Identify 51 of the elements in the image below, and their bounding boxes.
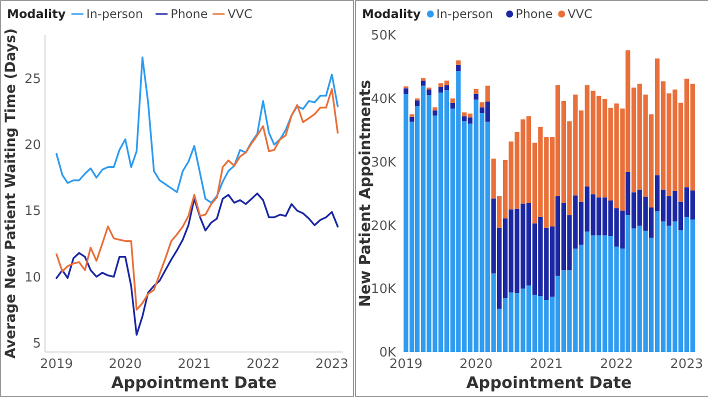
legend-title: Modality	[7, 7, 66, 21]
line-series	[56, 192, 339, 336]
line-series	[56, 56, 339, 204]
x-tick-label: 2023	[670, 357, 704, 372]
bar	[432, 110, 438, 116]
x-tick-label: 2020	[108, 357, 142, 372]
x-tick-label: 2022	[246, 357, 280, 372]
y-tick-label: 10	[24, 270, 41, 286]
y-tick-label: 50K	[370, 28, 396, 44]
bar	[432, 107, 438, 110]
legend-label: VVC	[568, 7, 592, 21]
legend-label: Phone	[170, 7, 208, 21]
bar	[485, 86, 490, 102]
y-tick-label: 15	[24, 204, 41, 220]
y-tick-label: 40K	[370, 92, 396, 107]
y-tick-label: 5	[32, 336, 41, 352]
y-tick-label: 10K	[370, 282, 396, 298]
x-tick-label: 2019	[389, 357, 423, 372]
bar	[410, 114, 414, 117]
legend-label: VVC	[228, 7, 252, 21]
bar	[450, 98, 455, 103]
y-tick-label: 30K	[370, 155, 396, 170]
bar	[420, 78, 426, 81]
x-axis-title: Appointment Date	[111, 373, 277, 392]
legend-title: Modality	[362, 7, 421, 21]
bar	[420, 80, 426, 86]
x-tick-label: 2023	[315, 357, 348, 372]
bar	[456, 64, 461, 72]
x-tick-label: 2022	[600, 357, 634, 372]
y-tick-label: 20K	[370, 218, 396, 234]
bar	[474, 88, 478, 94]
legend-label: Phone	[516, 7, 553, 21]
legend-label: In-person	[436, 7, 494, 21]
bar	[480, 102, 484, 108]
y-axis-title: Average New Patient Waiting Time (Days)	[3, 28, 19, 359]
bar	[474, 94, 478, 100]
bar	[414, 100, 420, 106]
bar	[450, 102, 455, 109]
x-tick-label: 2021	[530, 357, 563, 372]
y-tick-label: 25	[24, 72, 41, 88]
bar	[410, 116, 414, 122]
x-tick-label: 2019	[40, 357, 74, 372]
x-tick-label: 2021	[178, 357, 211, 372]
line-series	[56, 88, 339, 311]
legend-label: In-person	[86, 7, 144, 21]
bar	[456, 60, 461, 65]
bar	[426, 90, 432, 96]
x-tick-label: 2020	[460, 357, 493, 372]
bar	[404, 88, 408, 94]
y-tick-label: 20	[24, 138, 41, 154]
x-axis-title: Appointment Date	[466, 373, 632, 392]
